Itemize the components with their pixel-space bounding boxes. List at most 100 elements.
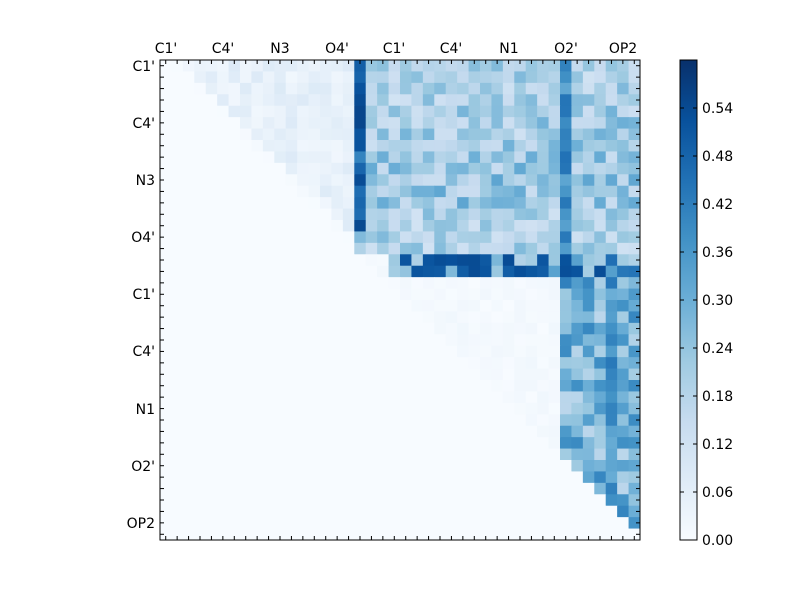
heatmap-cell [525, 334, 538, 347]
heatmap-cell [194, 368, 207, 381]
heatmap-cell [628, 242, 641, 255]
heatmap-cell [502, 117, 515, 129]
heatmap-cell [228, 494, 241, 507]
heatmap-cell [548, 425, 561, 438]
heatmap-cell [297, 322, 309, 335]
heatmap-cell [514, 391, 527, 404]
heatmap-cell [171, 437, 184, 449]
heatmap-cell [217, 60, 229, 72]
heatmap-cell [160, 105, 172, 118]
heatmap-cell [582, 242, 595, 255]
heatmap-cell [182, 162, 195, 175]
heatmap-cell [537, 185, 549, 198]
heatmap-cell [217, 528, 229, 541]
heatmap-cell [571, 82, 584, 95]
heatmap-cell [571, 460, 584, 472]
heatmap-cell [171, 368, 184, 381]
heatmap-cell [182, 151, 195, 164]
heatmap-cell [297, 71, 309, 84]
heatmap-cell [182, 311, 195, 324]
heatmap-cell [342, 414, 355, 427]
heatmap-cell [537, 517, 549, 529]
heatmap-cell [434, 174, 447, 187]
heatmap-cell [537, 528, 549, 541]
heatmap-cell [502, 528, 515, 541]
heatmap-cell [502, 437, 515, 449]
heatmap-cell [342, 471, 355, 484]
heatmap-cell [502, 128, 515, 141]
heatmap-cell [491, 105, 504, 118]
heatmap-cell [182, 208, 195, 221]
heatmap-cell [537, 322, 549, 335]
heatmap-cell [514, 265, 527, 278]
heatmap-cell [240, 505, 252, 518]
heatmap-cell [548, 128, 561, 141]
heatmap-cell [411, 437, 424, 449]
heatmap-cell [457, 71, 469, 84]
heatmap-cell [262, 437, 275, 449]
heatmap-cell [434, 357, 447, 369]
heatmap-cell [525, 162, 538, 175]
heatmap-cell [605, 265, 618, 278]
heatmap-cell [434, 288, 447, 301]
heatmap-cell [537, 220, 549, 232]
heatmap-cell [571, 368, 584, 381]
heatmap-cell [514, 162, 527, 175]
heatmap-cell [502, 345, 515, 358]
heatmap-cell [160, 505, 172, 518]
heatmap-cell [491, 368, 504, 381]
heatmap-cell [605, 151, 618, 164]
heatmap-cell [411, 357, 424, 369]
heatmap-cell [537, 368, 549, 381]
heatmap-cell [285, 425, 298, 438]
heatmap-cell [537, 140, 549, 152]
heatmap-cell [422, 345, 435, 358]
heatmap-cell [171, 242, 184, 255]
heatmap-cell [320, 311, 332, 324]
heatmap-cell [480, 517, 492, 529]
heatmap-cell [217, 494, 229, 507]
heatmap-cell [628, 82, 641, 95]
heatmap-cell [617, 277, 629, 289]
heatmap-cell [251, 380, 264, 392]
heatmap-cell [365, 448, 378, 461]
heatmap-cell [457, 117, 469, 129]
heatmap-cell [594, 128, 607, 141]
heatmap-cell [182, 460, 195, 472]
heatmap-cell [297, 448, 309, 461]
heatmap-cell [354, 460, 367, 472]
heatmap-cell [514, 425, 527, 438]
heatmap-cell [514, 460, 527, 472]
heatmap-cell [548, 288, 561, 301]
heatmap-cell [605, 60, 618, 72]
heatmap-cell [491, 231, 504, 244]
heatmap-cell [342, 105, 355, 118]
heatmap-cell [480, 345, 492, 358]
heatmap-cell [605, 208, 618, 221]
heatmap-cell [468, 345, 481, 358]
heatmap-cell [182, 300, 195, 312]
heatmap-cell [205, 494, 218, 507]
heatmap-cell [457, 151, 469, 164]
heatmap-cell [262, 505, 275, 518]
heatmap-cell [605, 197, 618, 209]
heatmap-cell [240, 197, 252, 209]
heatmap-cell [228, 105, 241, 118]
heatmap-cell [308, 391, 321, 404]
heatmap-cell [388, 391, 401, 404]
heatmap-cell [605, 300, 618, 312]
heatmap-cell [400, 208, 412, 221]
heatmap-cell [411, 402, 424, 415]
heatmap-cell [365, 162, 378, 175]
heatmap-cell [468, 140, 481, 152]
heatmap-cell [548, 300, 561, 312]
heatmap-cell [537, 60, 549, 72]
heatmap-cell [194, 505, 207, 518]
heatmap-cell [240, 220, 252, 232]
heatmap-cell [457, 471, 469, 484]
heatmap-cell [514, 71, 527, 84]
heatmap-cell [525, 517, 538, 529]
heatmap-cell [182, 105, 195, 118]
heatmap-cell [205, 482, 218, 495]
heatmap-cell [457, 94, 469, 107]
